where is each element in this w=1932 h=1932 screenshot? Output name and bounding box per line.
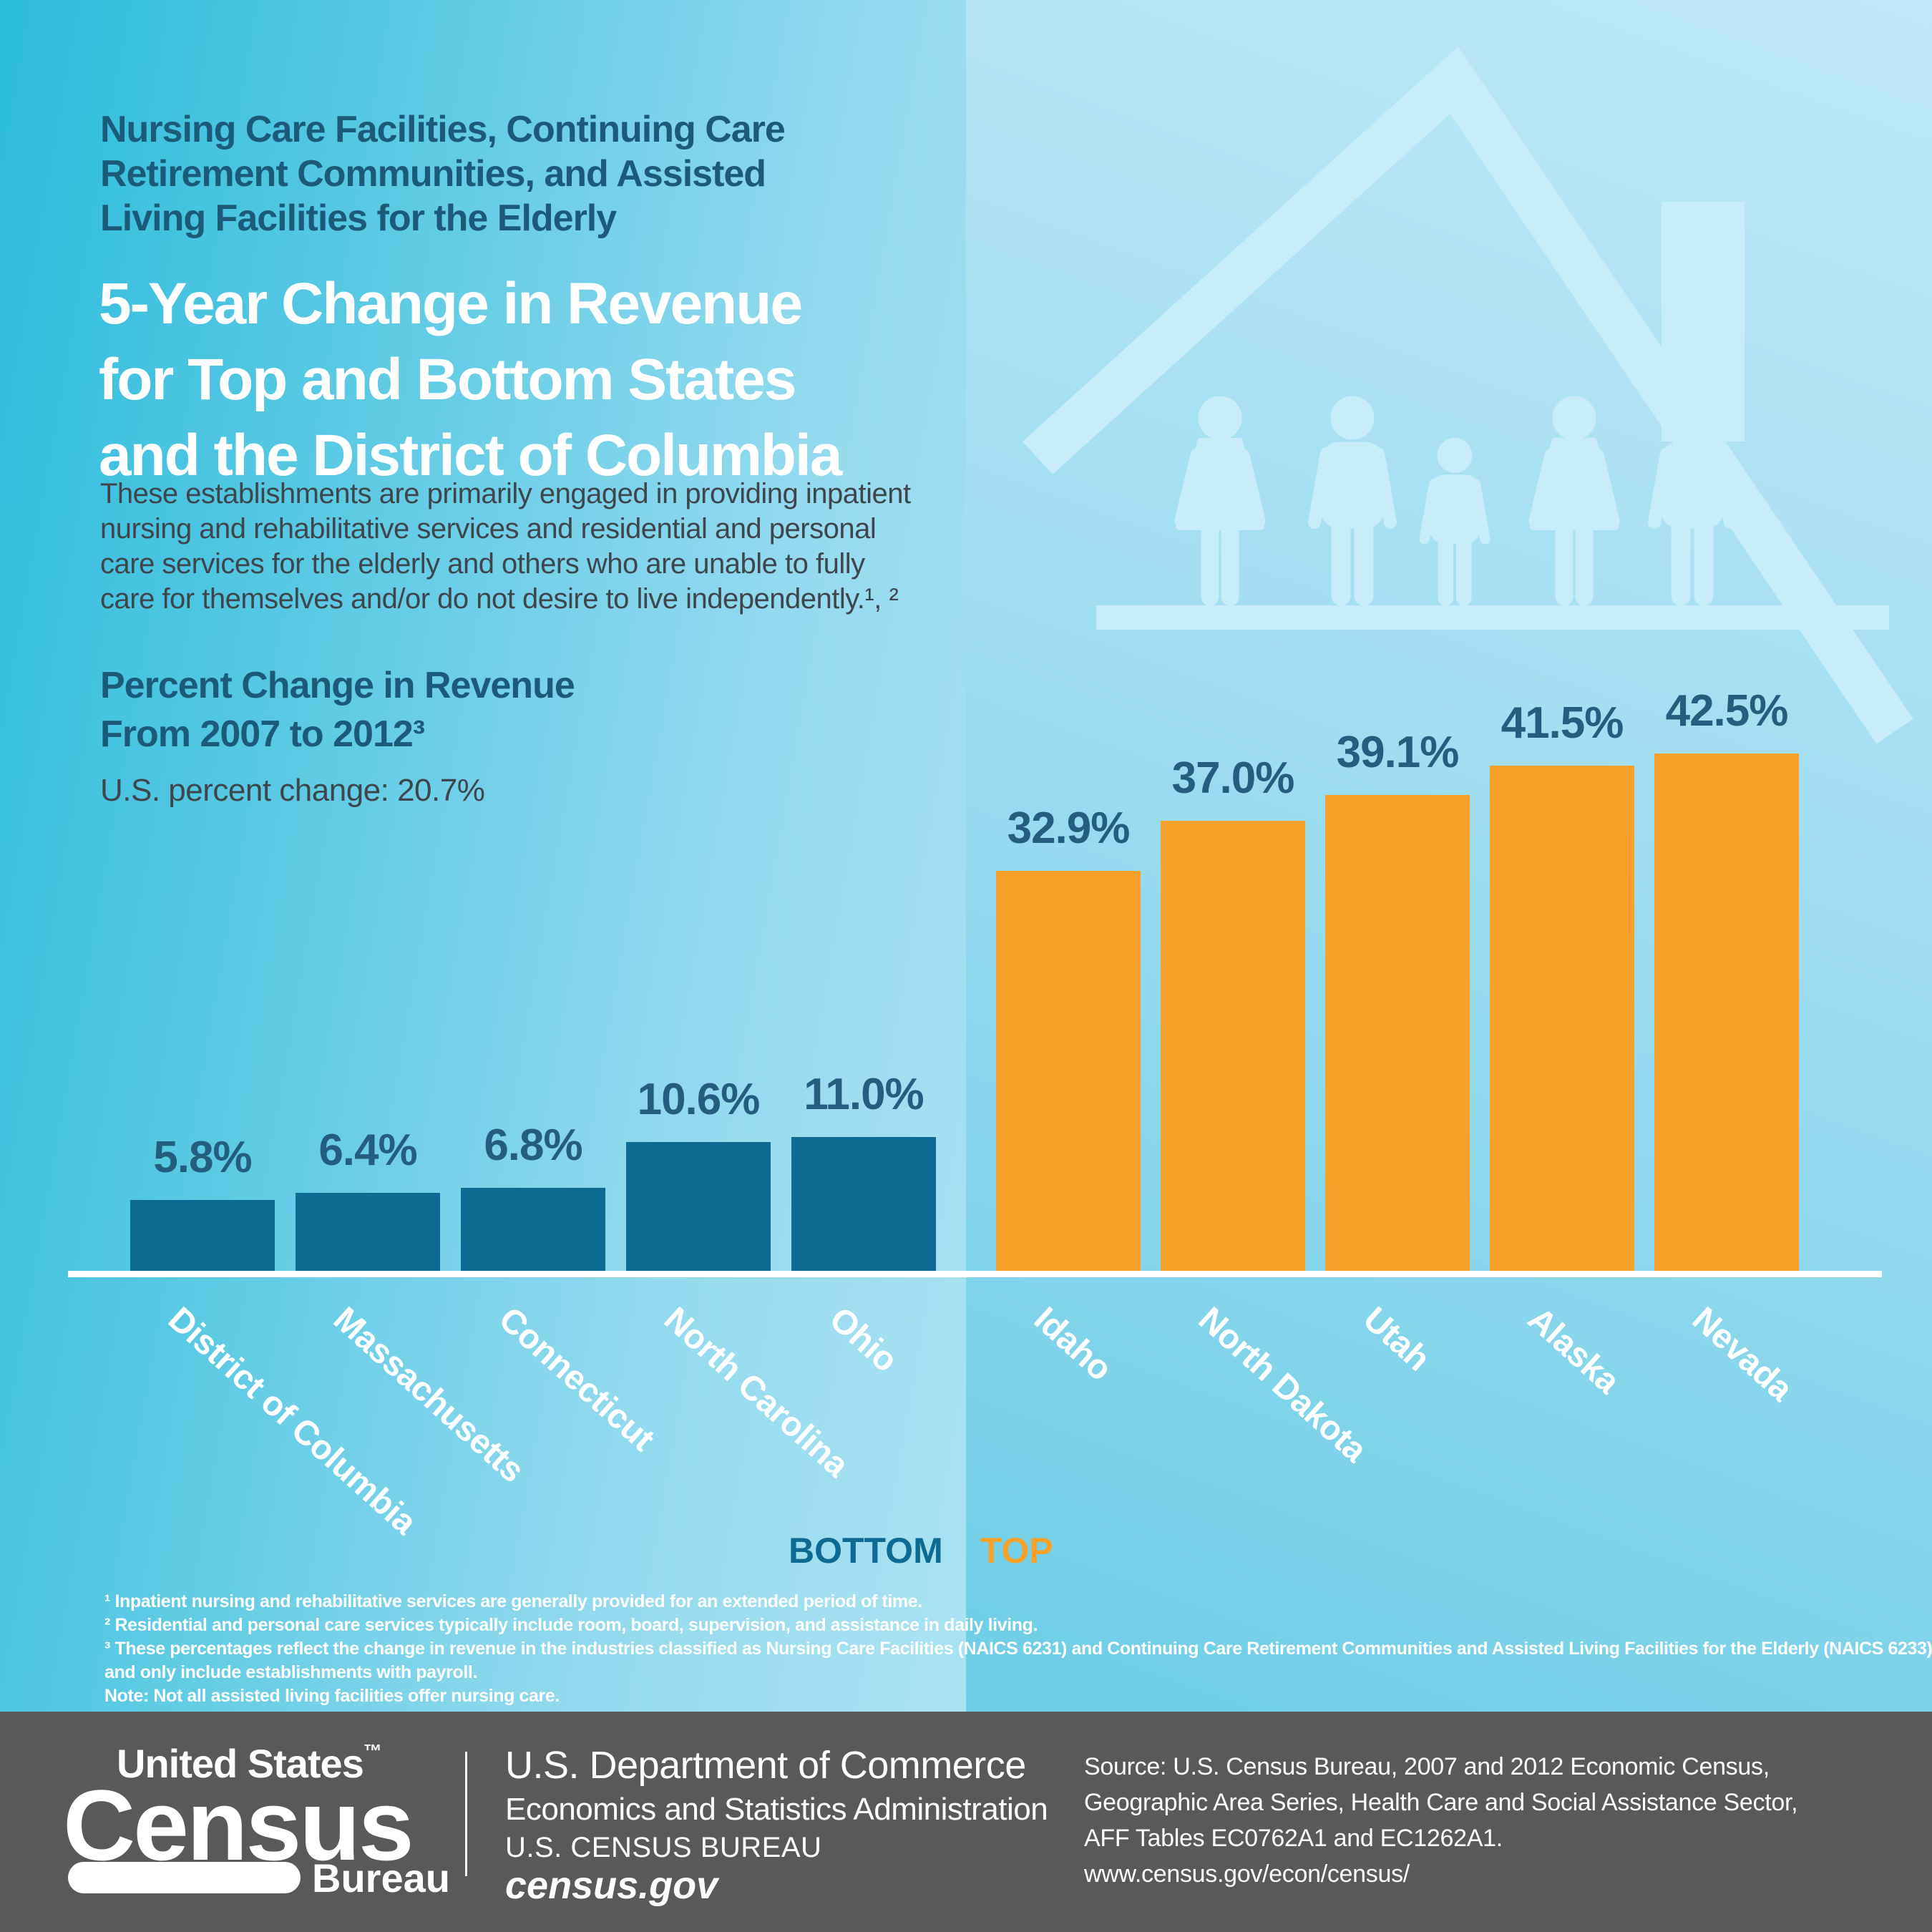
source-line[interactable]: www.census.gov/econ/census/ — [1084, 1860, 1410, 1888]
census-logo-bar — [68, 1862, 301, 1893]
bar-nevada — [1654, 753, 1799, 1271]
title-line: 5-Year Change in Revenue — [99, 271, 803, 336]
footnote-line: Note: Not all assisted living facilities… — [104, 1686, 560, 1706]
bar-value-label: 5.8% — [153, 1133, 252, 1182]
subheading-line: Percent Change in Revenue — [100, 665, 575, 706]
chart-baseline — [68, 1271, 1882, 1277]
esa-text: Economics and Statistics Administration — [505, 1792, 1048, 1827]
eyebrow-title: Nursing Care Facilities, Continuing Care… — [100, 107, 786, 240]
bar-value-label: 39.1% — [1336, 728, 1460, 777]
bar-connecticut — [461, 1188, 605, 1271]
source-line[interactable]: Geographic Area Series, Health Care and … — [1084, 1789, 1798, 1816]
bar-value-label: 10.6% — [637, 1075, 761, 1124]
bar-utah — [1325, 795, 1470, 1271]
census-logo-bureau: Bureau — [312, 1855, 450, 1901]
state-axis-label: Connecticut — [491, 1299, 662, 1459]
bar-ohio — [791, 1137, 936, 1271]
floor-shape — [1096, 605, 1889, 630]
bar-massachusetts — [296, 1193, 440, 1271]
bar-value-label: 11.0% — [804, 1070, 924, 1119]
title-line: for Top and Bottom States — [99, 347, 796, 412]
census-gov-link[interactable]: census.gov — [505, 1864, 718, 1907]
background-left-panel — [0, 0, 966, 1712]
legend-top-label: TOP — [980, 1531, 1053, 1571]
census-bureau-caps-text: U.S. CENSUS BUREAU — [505, 1832, 822, 1863]
footnote-line: ¹ Inpatient nursing and rehabilitative s… — [104, 1591, 922, 1611]
bar-north-dakota — [1161, 821, 1305, 1271]
state-axis-label: Idaho — [1026, 1299, 1119, 1389]
eyebrow-line: Living Facilities for the Elderly — [100, 197, 617, 239]
chart-subheading: Percent Change in Revenue From 2007 to 20… — [100, 661, 575, 758]
dept-of-commerce-text: U.S. Department of Commerce — [505, 1744, 1026, 1787]
source-line[interactable]: AFF Tables EC0762A1 and EC1262A1. — [1084, 1825, 1503, 1852]
footer-divider — [465, 1752, 467, 1876]
source-line[interactable]: Source: U.S. Census Bureau, 2007 and 201… — [1084, 1753, 1770, 1780]
legend-bottom-label: BOTTOM — [789, 1531, 943, 1571]
bar-value-label: 41.5% — [1501, 698, 1624, 748]
footnote-line: and only include establishments with pay… — [104, 1662, 477, 1682]
page-title: 5-Year Change in Revenue for Top and Bott… — [99, 266, 842, 494]
us-percent-change: U.S. percent change: 20.7% — [100, 773, 485, 808]
state-axis-label: Utah — [1355, 1299, 1438, 1379]
chart-legend: BOTTOM TOP — [789, 1533, 1053, 1568]
state-axis-label: Alaska — [1520, 1299, 1627, 1401]
eyebrow-line: Nursing Care Facilities, Continuing Care — [100, 109, 786, 150]
state-axis-label: Nevada — [1684, 1299, 1800, 1409]
subheading-line: From 2007 to 2012³ — [100, 713, 425, 755]
bar-value-label: 6.4% — [318, 1126, 417, 1175]
bar-alaska — [1490, 766, 1634, 1271]
census-logo-united-states: United States™ — [117, 1740, 382, 1787]
source-block[interactable]: Source: U.S. Census Bureau, 2007 and 201… — [1084, 1749, 1798, 1892]
footnote-line: ² Residential and personal care services… — [104, 1615, 1038, 1635]
state-axis-label: North Dakota — [1191, 1299, 1374, 1470]
description-text: These establishments are primarily engag… — [100, 478, 911, 615]
title-line: and the District of Columbia — [99, 423, 842, 488]
bar-value-label: 37.0% — [1171, 753, 1295, 803]
trademark-symbol: ™ — [363, 1740, 382, 1762]
footer-bar: United States™ Census Bureau U.S. Depart… — [0, 1712, 1932, 1932]
state-axis-label: Ohio — [821, 1299, 905, 1380]
bar-value-label: 6.8% — [484, 1121, 582, 1170]
bar-value-label: 42.5% — [1665, 686, 1789, 736]
logo-united-states-text: United States — [117, 1741, 364, 1786]
bar-value-label: 32.9% — [1007, 804, 1131, 853]
bar-north-carolina — [626, 1142, 771, 1271]
roof-shape — [1023, 47, 1913, 744]
footnotes: ¹ Inpatient nursing and rehabilitative s… — [104, 1590, 1932, 1708]
footnote-line: ³ These percentages reflect the change i… — [104, 1639, 1932, 1659]
eyebrow-line: Retirement Communities, and Assisted — [100, 153, 766, 195]
bar-idaho — [996, 871, 1141, 1271]
bar-district-of-columbia — [130, 1200, 275, 1271]
